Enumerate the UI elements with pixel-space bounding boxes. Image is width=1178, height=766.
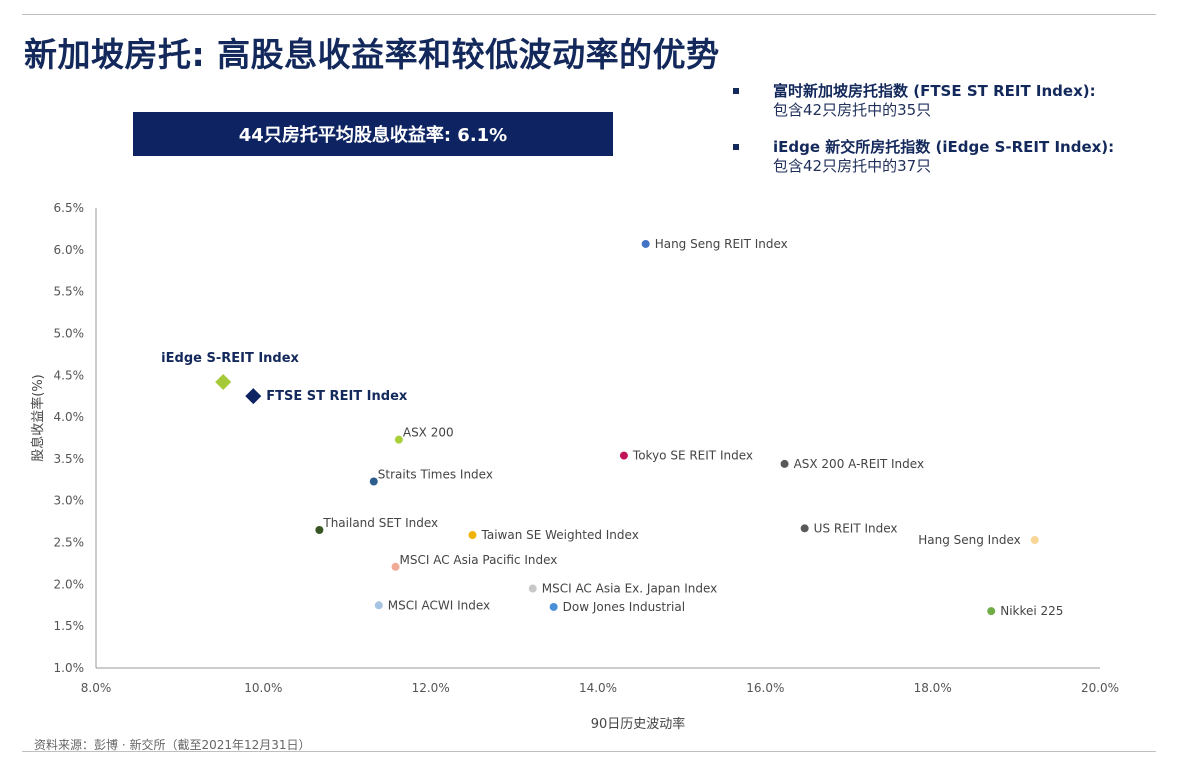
data-point-label: iEdge S-REIT Index — [161, 351, 299, 366]
bullet-subtext: 包含42只房托中的37只 — [773, 157, 932, 175]
data-point — [549, 602, 558, 611]
x-tick-label: 18.0% — [914, 681, 952, 695]
y-tick-label: 5.5% — [54, 285, 85, 299]
x-tick-label: 10.0% — [244, 681, 282, 695]
data-point-label: Nikkei 225 — [1000, 604, 1063, 618]
bullet-heading: 富时新加坡房托指数 (FTSE ST REIT Index): — [773, 82, 1096, 100]
data-point-label: MSCI ACWI Index — [388, 598, 490, 612]
square-bullet-icon — [733, 88, 739, 94]
page-title: 新加坡房托: 高股息收益率和较低波动率的优势 — [24, 35, 720, 74]
data-point — [468, 531, 477, 540]
y-tick-label: 3.0% — [54, 494, 85, 508]
data-point — [391, 562, 400, 571]
data-point — [369, 477, 378, 486]
data-point-label: US REIT Index — [814, 521, 898, 535]
data-point-label: MSCI AC Asia Pacific Index — [400, 553, 558, 567]
x-tick-label: 12.0% — [412, 681, 450, 695]
y-tick-label: 1.5% — [54, 619, 85, 633]
data-point-label: FTSE ST REIT Index — [266, 389, 408, 404]
data-point — [1030, 536, 1039, 545]
data-point — [641, 239, 650, 248]
x-tick-label: 8.0% — [81, 681, 112, 695]
data-point — [987, 607, 996, 616]
x-tick-label: 14.0% — [579, 681, 617, 695]
bottom-divider — [22, 751, 1156, 752]
data-point-label: ASX 200 A-REIT Index — [794, 457, 925, 471]
y-tick-label: 3.5% — [54, 452, 85, 466]
data-point — [374, 601, 383, 610]
data-point-label: Hang Seng REIT Index — [655, 237, 788, 251]
data-point-label: Taiwan SE Weighted Index — [481, 528, 639, 542]
y-tick-label: 2.0% — [54, 577, 85, 591]
data-point-label: Dow Jones Industrial — [563, 600, 685, 614]
data-point-label: Hang Seng Index — [918, 533, 1021, 547]
top-divider — [22, 14, 1156, 15]
bullet-heading: iEdge 新交所房托指数 (iEdge S-REIT Index): — [773, 138, 1115, 156]
square-bullet-icon — [733, 144, 739, 150]
bullet-iedge-s-reit: iEdge 新交所房托指数 (iEdge S-REIT Index): 包含42… — [733, 138, 1153, 176]
y-tick-label: 4.5% — [54, 368, 85, 382]
y-axis-title: 股息收益率(%) — [30, 374, 46, 462]
data-point — [528, 584, 537, 593]
x-tick-label: 20.0% — [1081, 681, 1119, 695]
y-tick-label: 4.0% — [54, 410, 85, 424]
data-point — [394, 435, 403, 444]
data-point-diamond — [215, 373, 232, 390]
data-point — [800, 524, 809, 533]
average-yield-banner: 44只房托平均股息收益率: 6.1% — [133, 112, 613, 156]
data-point-label: Tokyo SE REIT Index — [632, 449, 753, 463]
source-note: 资料来源：彭博 · 新交所（截至2021年12月31日） — [34, 738, 311, 752]
y-tick-label: 5.0% — [54, 326, 85, 340]
y-tick-label: 6.0% — [54, 243, 85, 257]
data-point-label: Straits Times Index — [378, 467, 493, 481]
data-point — [619, 451, 628, 460]
data-point — [780, 459, 789, 468]
bullet-ftse-st-reit: 富时新加坡房托指数 (FTSE ST REIT Index): 包含42只房托中… — [733, 82, 1153, 120]
data-point — [315, 526, 324, 534]
data-point-label: MSCI AC Asia Ex. Japan Index — [542, 582, 718, 596]
x-axis-title: 90日历史波动率 — [591, 716, 686, 732]
bullet-subtext: 包含42只房托中的35只 — [773, 101, 932, 119]
data-point-label: Thailand SET Index — [322, 516, 438, 530]
y-tick-label: 1.0% — [54, 661, 85, 675]
data-point-diamond — [245, 388, 262, 405]
x-tick-label: 16.0% — [746, 681, 784, 695]
data-point-label: ASX 200 — [403, 426, 454, 440]
index-bullet-list: 富时新加坡房托指数 (FTSE ST REIT Index): 包含42只房托中… — [733, 82, 1153, 194]
y-tick-label: 6.5% — [54, 201, 85, 215]
y-tick-label: 2.5% — [54, 536, 85, 550]
